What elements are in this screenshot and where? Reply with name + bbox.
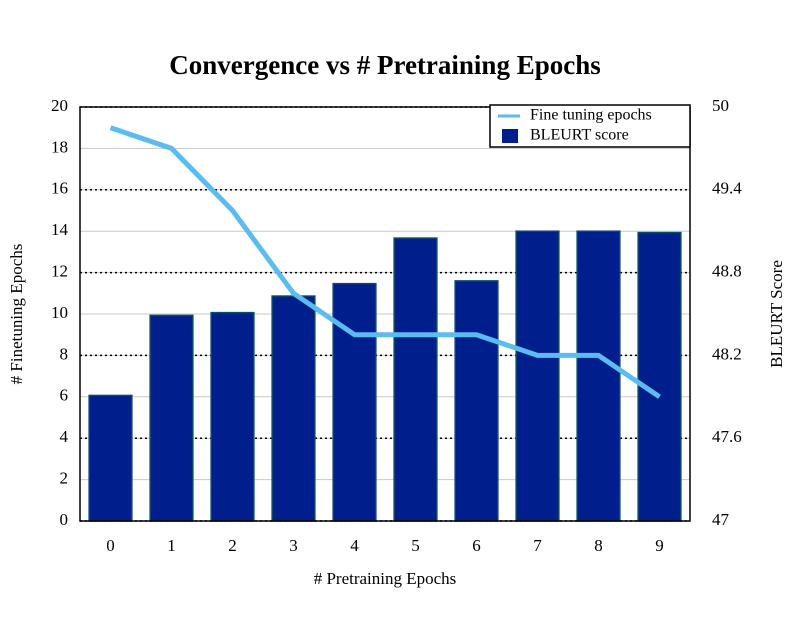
bar (149, 314, 194, 522)
y2-tick-label: 49.4 (712, 179, 742, 198)
y-tick-label: 8 (60, 344, 69, 363)
x-tick-label: 3 (289, 536, 298, 555)
x-axis-label: # Pretraining Epochs (314, 569, 457, 588)
y2-tick-label: 50 (712, 96, 729, 115)
y-tick-label: 18 (51, 137, 68, 156)
x-tick-label: 7 (533, 536, 542, 555)
legend-label: Fine tuning epochs (530, 107, 652, 124)
y2-tick-label: 47.6 (712, 427, 742, 446)
bar (88, 394, 133, 522)
y-tick-label: 2 (60, 469, 69, 488)
bar (393, 237, 438, 522)
x-tick-label: 8 (594, 536, 603, 555)
y-tick-label: 0 (60, 510, 69, 529)
bar (576, 230, 621, 522)
plot-frame (79, 106, 691, 522)
y-axis-label: # Finetuning Epochs (7, 244, 26, 385)
y-tick-label: 14 (51, 220, 69, 239)
y2-tick-label: 48.2 (712, 344, 742, 363)
y2-tick-label: 48.8 (712, 262, 742, 281)
bar (515, 230, 560, 522)
y-tick-label: 10 (51, 303, 68, 322)
x-tick-label: 5 (411, 536, 420, 555)
x-tick-label: 6 (472, 536, 481, 555)
x-tick-label: 1 (167, 536, 176, 555)
y2-axis-label: BLEURT Score (767, 260, 786, 368)
x-tick-label: 9 (655, 536, 664, 555)
y-tick-label: 16 (51, 179, 68, 198)
legend-swatch (502, 129, 518, 143)
x-tick-label: 4 (350, 536, 359, 555)
bar (210, 311, 255, 522)
x-tick-label: 2 (228, 536, 237, 555)
x-tick-label: 0 (106, 536, 115, 555)
legend-box (489, 104, 691, 148)
legend-label: BLEURT score (530, 127, 629, 144)
bar (271, 295, 316, 522)
y-tick-label: 6 (60, 386, 69, 405)
y-tick-label: 12 (51, 262, 68, 281)
bar (454, 280, 499, 522)
bar (637, 231, 682, 522)
chart-title: Convergence vs # Pretraining Epochs (169, 50, 600, 80)
y-tick-label: 4 (60, 427, 69, 446)
bar (332, 282, 377, 522)
y-tick-label: 20 (51, 96, 68, 115)
y2-tick-label: 47 (712, 510, 730, 529)
line (109, 125, 661, 399)
